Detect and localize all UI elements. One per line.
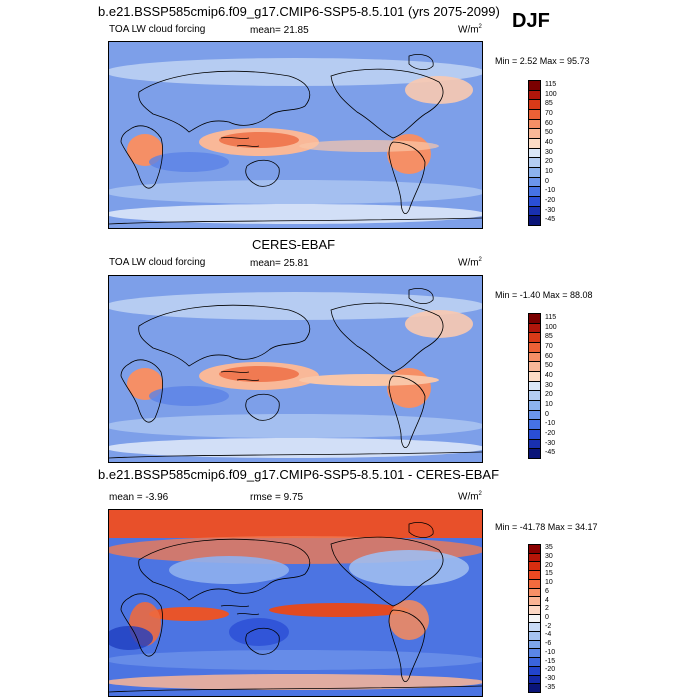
colorbar-level-label: 85 (545, 333, 553, 341)
colorbar-level-label: -20 (545, 429, 556, 437)
colorbar-level-label: 2 (545, 605, 549, 613)
panel3-units: W/m2 (458, 491, 482, 503)
colorbar-level-label: 115 (545, 313, 557, 321)
panel2-units: W/m2 (458, 257, 482, 269)
panel3-mean-label: mean = -3.96 (109, 492, 169, 503)
panel2-colorbar: 115 100 85 70 60 50 40 30 20 10 0 -10 -20 -30 -45 (528, 313, 568, 459)
colorbar-level-label: 20 (545, 391, 553, 399)
colorbar-level-label: 40 (545, 138, 553, 146)
colorbar-level-label: 70 (545, 109, 553, 117)
colorbar-swatch (528, 683, 541, 693)
colorbar-level-label: -4 (545, 631, 552, 639)
colorbar-level-label: -10 (545, 420, 556, 428)
panel3-title: b.e21.BSSP585cmip6.f09_g17.CMIP6-SSP5-8.… (98, 467, 500, 482)
colorbar-level-label: 40 (545, 371, 553, 379)
panel2-minmax: Min = -1.40 Max = 88.08 (495, 290, 593, 300)
colorbar-level-label: 15 (545, 570, 553, 578)
colorbar-level-label: 30 (545, 381, 553, 389)
panel3-minmax: Min = -41.78 Max = 34.17 (495, 522, 598, 532)
colorbar-level-label: 50 (545, 362, 553, 370)
colorbar-level-label: 6 (545, 587, 549, 595)
colorbar-level-label: 100 (545, 323, 557, 331)
colorbar-level-label: 50 (545, 129, 553, 137)
colorbar-level-label: -2 (545, 622, 552, 630)
colorbar-level-label: 10 (545, 167, 553, 175)
panel3-rmse-label: rmse = 9.75 (250, 492, 304, 503)
colorbar-level-label: 60 (545, 352, 553, 360)
colorbar-level-label: -15 (545, 657, 556, 665)
season-label: DJF (512, 10, 550, 32)
panel2-mean-label: mean= 25.81 (250, 258, 309, 269)
colorbar-level-label: -10 (545, 187, 556, 195)
colorbar-level-label: -30 (545, 674, 556, 682)
panel2-map (108, 275, 483, 463)
colorbar-level-label: 10 (545, 579, 553, 587)
colorbar-level-label: 20 (545, 561, 553, 569)
colorbar-swatch (528, 215, 541, 226)
colorbar-swatch (528, 448, 541, 459)
colorbar-level-label: 115 (545, 80, 557, 88)
colorbar-level-label: 0 (545, 410, 549, 418)
panel1-minmax: Min = 2.52 Max = 95.73 (495, 56, 590, 66)
panel1-map (108, 41, 483, 229)
colorbar-level-label: 60 (545, 119, 553, 127)
panel2-variable-label: TOA LW cloud forcing (109, 257, 206, 268)
colorbar-level-label: 85 (545, 100, 553, 108)
panel3-map (108, 509, 483, 697)
panel1-colorbar: 115 100 85 70 60 50 40 30 20 10 0 -10 -20 -30 -45 (528, 80, 568, 226)
panel1-variable-label: TOA LW cloud forcing (109, 24, 206, 35)
colorbar-level-label: -6 (545, 640, 552, 648)
colorbar-level-label: -45 (545, 449, 556, 457)
coastline-outlines (109, 288, 482, 459)
colorbar-level-label: 0 (545, 177, 549, 185)
panel2-title: CERES-EBAF (252, 237, 336, 252)
colorbar-level-label: 30 (545, 148, 553, 156)
coastline-outlines (109, 522, 482, 693)
colorbar-level-label: 35 (545, 544, 553, 552)
colorbar-level-label: -10 (545, 648, 556, 656)
map-field (109, 276, 482, 462)
colorbar-level-label: -30 (545, 439, 556, 447)
panel1-mean-label: mean= 21.85 (250, 25, 309, 36)
map-field (109, 42, 482, 228)
panel1-units: W/m2 (458, 24, 482, 36)
colorbar-level-label: 10 (545, 400, 553, 408)
colorbar-level-label: -20 (545, 666, 556, 674)
colorbar-level-label: -45 (545, 216, 556, 224)
colorbar-level-label: -30 (545, 206, 556, 214)
colorbar-level-label: -20 (545, 196, 556, 204)
map-field (109, 510, 482, 696)
coastline-outlines (109, 54, 482, 225)
colorbar-level-label: 20 (545, 158, 553, 166)
colorbar-level-label: 30 (545, 553, 553, 561)
colorbar-level-label: 100 (545, 90, 557, 98)
panel1-title: b.e21.BSSP585cmip6.f09_g17.CMIP6-SSP5-8.… (98, 4, 500, 19)
colorbar-level-label: 4 (545, 596, 549, 604)
colorbar-level-label: -35 (545, 683, 556, 691)
colorbar-level-label: 0 (545, 614, 549, 621)
colorbar-level-label: 70 (545, 342, 553, 350)
panel3-colorbar: 35 30 20 15 10 6 4 2 0 -2 -4 -6 -10 -15 -20 -30 -35 (528, 544, 568, 693)
